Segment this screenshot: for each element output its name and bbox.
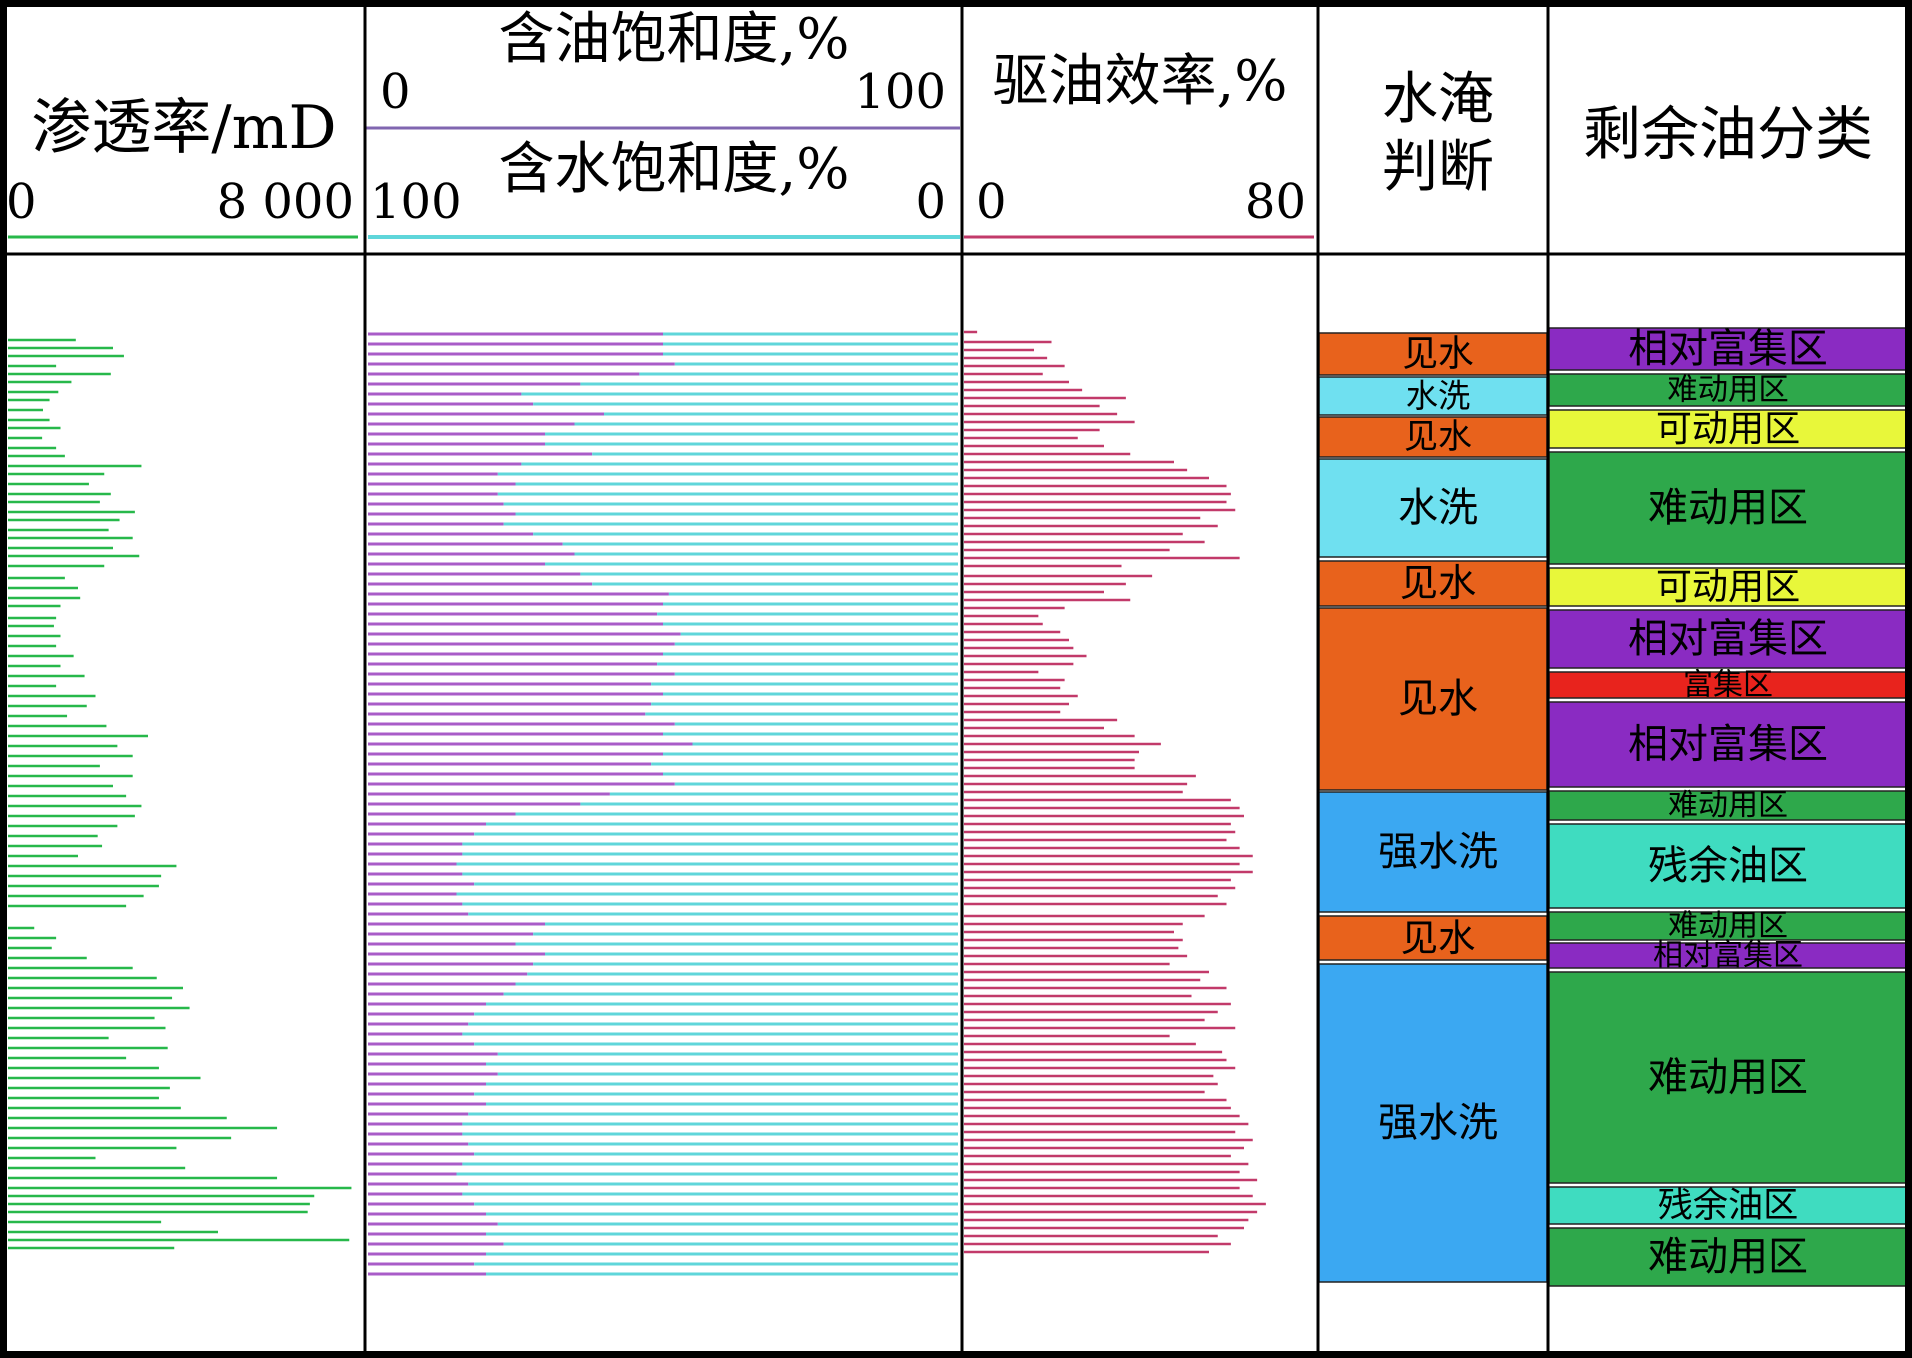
efficiency-bars bbox=[964, 330, 1266, 1254]
flooding-label: 见水 bbox=[1404, 417, 1472, 457]
remaining-oil-interval bbox=[1548, 1186, 1908, 1225]
remaining-oil-label: 难动用区 bbox=[1668, 788, 1788, 823]
remaining-oil-label: 难动用区 bbox=[1668, 909, 1788, 944]
remaining-oil-interval bbox=[1548, 942, 1908, 969]
remaining-oil-interval bbox=[1548, 671, 1908, 699]
remaining-oil-interval bbox=[1548, 1227, 1908, 1287]
flooding-label: 强水洗 bbox=[1378, 1100, 1498, 1146]
flooding-title-line1: 水淹 bbox=[1382, 67, 1494, 132]
flooding-label: 见水 bbox=[1402, 334, 1473, 375]
remaining-oil-interval bbox=[1548, 790, 1908, 821]
remaining-oil-label: 难动用区 bbox=[1648, 1055, 1808, 1101]
oil-tick-max: 100 bbox=[854, 64, 946, 120]
efficiency-track-title: 驱油效率,% bbox=[992, 49, 1287, 114]
remaining-oil-title: 剩余油分类 bbox=[1583, 100, 1873, 168]
remaining-oil-interval bbox=[1548, 971, 1908, 1184]
flooding-interval bbox=[1318, 458, 1548, 558]
perm-tick-max: 8 000 bbox=[217, 174, 354, 230]
remaining-oil-interval bbox=[1548, 609, 1908, 669]
water-saturation-title: 含水饱和度,% bbox=[498, 137, 849, 202]
saturation-bars bbox=[368, 332, 958, 1276]
remaining-oil-interval bbox=[1548, 327, 1908, 371]
flooding-interval bbox=[1318, 560, 1548, 607]
efficiency-tick-min: 0 bbox=[976, 174, 1007, 230]
remaining-oil-interval bbox=[1548, 373, 1908, 407]
oil-saturation-title: 含油饱和度,% bbox=[498, 7, 849, 72]
flooding-interval bbox=[1318, 376, 1548, 416]
remaining-oil-label: 难动用区 bbox=[1667, 373, 1789, 408]
oil-tick-min: 0 bbox=[380, 64, 411, 120]
water-tick-min: 100 bbox=[370, 174, 462, 230]
remaining-oil-label: 富集区 bbox=[1683, 668, 1773, 703]
remaining-oil-label: 残余油区 bbox=[1648, 843, 1808, 889]
efficiency-tick-max: 80 bbox=[1245, 174, 1306, 230]
remaining-oil-label: 相对富集区 bbox=[1653, 938, 1803, 973]
water-tick-max: 0 bbox=[915, 174, 946, 230]
flooding-label: 水洗 bbox=[1406, 377, 1471, 415]
remaining-oil-interval bbox=[1548, 409, 1908, 449]
permeability-bars bbox=[8, 338, 352, 1250]
remaining-oil-label: 相对富集区 bbox=[1628, 326, 1827, 372]
remaining-oil-label: 相对富集区 bbox=[1628, 722, 1828, 768]
flooding-label: 见水 bbox=[1401, 916, 1476, 960]
flooding-title-line2: 判断 bbox=[1382, 135, 1494, 200]
flooding-interval bbox=[1318, 607, 1548, 791]
flooding-label: 强水洗 bbox=[1378, 829, 1498, 875]
remaining-oil-label: 可动用区 bbox=[1656, 566, 1800, 608]
perm-tick-min: 0 bbox=[6, 174, 37, 230]
remaining-oil-label: 残余油区 bbox=[1658, 1185, 1799, 1226]
remaining-oil-label: 相对富集区 bbox=[1628, 616, 1828, 662]
remaining-oil-interval bbox=[1548, 823, 1908, 909]
remaining-oil-interval bbox=[1548, 701, 1908, 788]
flooding-interval bbox=[1318, 915, 1548, 961]
remaining-oil-label: 难动用区 bbox=[1648, 1234, 1808, 1280]
flooding-interval bbox=[1318, 332, 1548, 376]
flooding-label: 水洗 bbox=[1398, 485, 1478, 531]
remaining-oil-label: 可动用区 bbox=[1656, 408, 1800, 450]
flooding-interval bbox=[1318, 791, 1548, 913]
perm-track-title: 渗透率/mD bbox=[31, 93, 336, 163]
flooding-label: 见水 bbox=[1400, 561, 1477, 606]
remaining-oil-label: 难动用区 bbox=[1648, 485, 1808, 531]
remaining-oil-intervals: 相对富集区难动用区可动用区难动用区可动用区相对富集区富集区相对富集区难动用区残余… bbox=[1548, 326, 1908, 1287]
flooding-interval bbox=[1318, 416, 1548, 458]
flooding-label: 见水 bbox=[1398, 676, 1478, 722]
remaining-oil-interval bbox=[1548, 451, 1908, 565]
